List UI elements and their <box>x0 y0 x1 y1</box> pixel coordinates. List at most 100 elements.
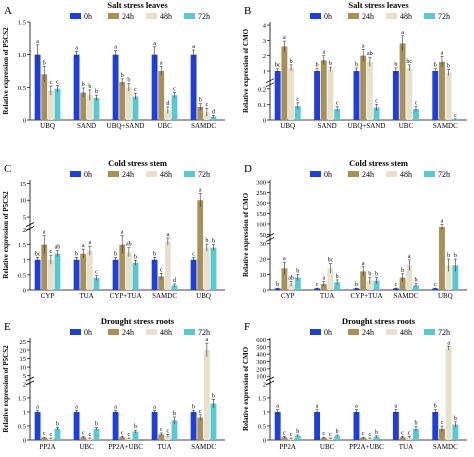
bar-24h-PP2A+UBC <box>360 437 367 440</box>
y-tick-label: 1.5 <box>258 395 266 402</box>
panel-letter: C <box>4 163 11 175</box>
y-tick-label: 3 <box>263 38 266 45</box>
significance-letter: c <box>375 98 378 104</box>
y-tick-label: 1.5 <box>18 20 26 27</box>
significance-letter: c <box>415 101 418 107</box>
y-tick-label: 0 <box>23 438 26 445</box>
significance-letter: b <box>355 282 358 288</box>
significance-letter: a <box>167 232 170 238</box>
bar-48h-CYP <box>288 283 295 290</box>
significance-letter: b <box>336 274 339 280</box>
bar-72h-SAMDC <box>171 285 178 290</box>
y-tick-label: 1.5 <box>18 242 26 249</box>
significance-letter: a <box>75 45 78 51</box>
x-tick-label: SAMDC <box>191 443 216 451</box>
y-axis-label: Relative expression of P5CS2 <box>2 345 10 433</box>
y-tick-label: 10 <box>260 272 267 279</box>
x-tick-label: CYP+TUA <box>110 292 142 300</box>
significance-letter: c <box>316 282 319 288</box>
bar-24h-PP2A+UBC <box>119 437 126 440</box>
significance-letter: c <box>82 430 85 436</box>
x-tick-label: TUA <box>399 443 413 451</box>
bar-0h-TUA <box>314 288 321 290</box>
chart-panel-D: D Cold stress stem 0h 24h 48h 72h Relative exp… <box>242 158 467 300</box>
legend-label: 48h <box>400 328 412 337</box>
significance-letter: b <box>95 89 98 95</box>
bar-48h-TUA <box>86 250 93 290</box>
y-axis-label: Relative expression of CMO <box>242 192 250 277</box>
significance-letter: b <box>414 278 417 284</box>
bar-72h-UBQ+SAND <box>132 96 139 120</box>
bar-24h-CYP <box>281 268 288 290</box>
significance-letter: b <box>114 251 117 257</box>
panel-letter: A <box>4 5 12 17</box>
significance-letter: bc <box>275 63 281 69</box>
bar-48h-SAMDC <box>164 241 171 290</box>
legend-swatch-48h <box>146 171 157 177</box>
axis-break-mark <box>25 222 35 227</box>
significance-letter: b <box>134 424 137 430</box>
bar-72h-CYP+TUA <box>132 262 139 290</box>
bar-48h-TUA <box>164 435 171 440</box>
significance-letter: b <box>95 421 98 427</box>
y-tick-label: 1 <box>23 257 26 264</box>
bar-0h-UBQ <box>34 54 41 120</box>
significance-letter: c <box>89 432 92 438</box>
legend-swatch-24h <box>108 171 119 177</box>
significance-letter: ab <box>367 51 373 57</box>
significance-letter: b <box>153 251 156 257</box>
significance-letter: b <box>205 238 208 244</box>
bar-48h-SAMDC <box>406 265 413 290</box>
significance-letter: c <box>95 269 98 275</box>
bar-24h-PP2A <box>41 437 48 440</box>
bar-0h-TUA <box>392 411 399 440</box>
significance-letter: a <box>283 256 286 262</box>
bar-24h-SAMDC <box>197 417 204 440</box>
bar-72h-SAMDC <box>452 424 459 440</box>
bar-24h-SAMDC <box>399 277 406 290</box>
significance-letter: bc <box>35 251 41 257</box>
legend-label: 72h <box>438 12 450 21</box>
significance-letter: ab <box>288 275 294 281</box>
legend-swatch-48h <box>386 13 397 19</box>
x-tick-label: PP2A <box>280 443 296 451</box>
legend-swatch-0h <box>310 13 321 19</box>
significance-letter: c <box>395 282 398 288</box>
significance-letter: b <box>447 253 450 259</box>
bar-0h-UBC <box>151 54 158 120</box>
y-tick-label: 200 <box>256 201 266 208</box>
y-tick-label: 500 <box>256 344 266 351</box>
bar-48h-UBQ+SAND <box>366 61 373 120</box>
significance-letter: b <box>434 404 437 410</box>
bar-0h-TUA <box>73 259 80 290</box>
bar-72h-TUA <box>93 277 100 290</box>
significance-letter: a <box>160 60 163 66</box>
significance-letter: a <box>199 187 202 193</box>
axis-break-mark <box>25 380 35 386</box>
chart-panel-A: A Salt stress leaves 0h 24h 48h 72h Relative e… <box>2 0 225 130</box>
chart-title: Cold stress stem <box>108 158 167 168</box>
y-tick-label: 600 <box>256 337 266 344</box>
legend-swatch-0h <box>310 171 321 177</box>
significance-letter: b <box>199 98 202 104</box>
significance-letter: b <box>375 272 378 278</box>
bar-24h-CYP+TUA <box>360 271 367 290</box>
legend-swatch-24h <box>108 13 119 19</box>
y-tick-label: 20 <box>260 257 267 264</box>
significance-letter: b <box>329 61 332 67</box>
legend-label: 24h <box>362 12 374 21</box>
legend-swatch-72h <box>184 329 195 335</box>
legend-label: 24h <box>362 328 374 337</box>
y-tick-label: 30 <box>260 241 267 248</box>
bar-72h-PP2A+UBC <box>373 436 380 440</box>
bar-48h-PP2A <box>47 438 54 440</box>
y-tick-label: 0.5 <box>18 423 26 430</box>
y-tick-label: 300 <box>256 180 266 187</box>
x-tick-label: UBC <box>79 443 94 451</box>
significance-letter: c <box>408 430 411 436</box>
panel-letter: F <box>244 321 250 333</box>
x-tick-label: SAND <box>318 122 337 130</box>
y-tick-label: 1 <box>23 409 26 416</box>
y-tick-label: 0.5 <box>18 85 26 92</box>
legend-label: 24h <box>122 12 134 21</box>
